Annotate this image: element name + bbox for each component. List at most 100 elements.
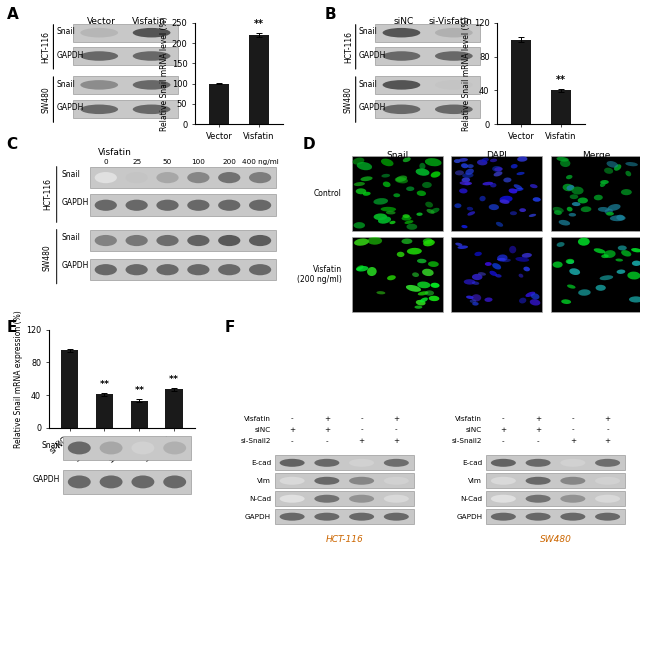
Ellipse shape xyxy=(406,223,417,230)
Text: +: + xyxy=(393,415,399,422)
Ellipse shape xyxy=(599,276,613,280)
Ellipse shape xyxy=(471,295,481,302)
Text: SW480: SW480 xyxy=(540,535,571,544)
Ellipse shape xyxy=(125,172,148,183)
Ellipse shape xyxy=(374,214,387,220)
Bar xyxy=(352,156,443,231)
Text: Merge: Merge xyxy=(582,151,610,159)
Text: Visfatin: Visfatin xyxy=(98,148,131,157)
Text: N-Cad: N-Cad xyxy=(249,496,271,502)
Text: HCT-116: HCT-116 xyxy=(326,535,363,544)
Text: Vector: Vector xyxy=(86,18,116,26)
Ellipse shape xyxy=(361,176,372,181)
Ellipse shape xyxy=(395,177,408,183)
Ellipse shape xyxy=(604,209,613,214)
Text: **: ** xyxy=(169,375,179,384)
Ellipse shape xyxy=(608,204,621,211)
Ellipse shape xyxy=(508,189,517,193)
Ellipse shape xyxy=(462,225,467,229)
Ellipse shape xyxy=(218,264,240,276)
Ellipse shape xyxy=(632,261,641,266)
Bar xyxy=(451,237,543,311)
Text: Snail: Snail xyxy=(386,151,409,159)
Ellipse shape xyxy=(467,212,475,215)
Ellipse shape xyxy=(415,168,430,176)
Ellipse shape xyxy=(558,220,570,225)
Ellipse shape xyxy=(466,296,474,299)
Ellipse shape xyxy=(458,158,468,162)
Ellipse shape xyxy=(187,235,209,246)
Ellipse shape xyxy=(598,207,610,212)
Bar xyxy=(61,350,79,428)
Ellipse shape xyxy=(566,175,573,179)
Ellipse shape xyxy=(218,172,240,183)
Bar xyxy=(551,90,571,124)
Text: -: - xyxy=(571,426,574,433)
Bar xyxy=(64,436,190,460)
Ellipse shape xyxy=(455,170,464,176)
Ellipse shape xyxy=(382,174,390,178)
Ellipse shape xyxy=(510,211,517,215)
Text: +: + xyxy=(604,438,610,444)
Ellipse shape xyxy=(384,513,409,520)
Ellipse shape xyxy=(367,237,382,245)
Ellipse shape xyxy=(157,235,179,246)
Text: Snail: Snail xyxy=(42,441,60,451)
Ellipse shape xyxy=(595,495,620,503)
Ellipse shape xyxy=(218,235,240,246)
Ellipse shape xyxy=(417,212,423,216)
Ellipse shape xyxy=(621,189,632,195)
Ellipse shape xyxy=(519,298,526,304)
Ellipse shape xyxy=(625,171,631,176)
Ellipse shape xyxy=(422,182,432,188)
Ellipse shape xyxy=(556,157,569,161)
Ellipse shape xyxy=(566,259,574,264)
Text: Snail: Snail xyxy=(57,80,75,89)
Ellipse shape xyxy=(81,51,118,61)
Ellipse shape xyxy=(280,513,305,520)
Ellipse shape xyxy=(500,196,513,202)
Ellipse shape xyxy=(133,80,170,89)
Ellipse shape xyxy=(187,200,209,211)
Text: 200: 200 xyxy=(222,159,236,165)
Ellipse shape xyxy=(529,214,536,217)
Text: +: + xyxy=(604,415,610,422)
Ellipse shape xyxy=(517,172,525,175)
Bar xyxy=(551,156,642,231)
Text: F: F xyxy=(224,320,235,335)
Bar xyxy=(73,76,178,94)
Ellipse shape xyxy=(381,207,396,212)
Ellipse shape xyxy=(627,272,640,279)
Ellipse shape xyxy=(514,184,523,189)
Ellipse shape xyxy=(470,299,476,303)
Ellipse shape xyxy=(157,200,179,211)
Ellipse shape xyxy=(484,298,493,302)
Ellipse shape xyxy=(515,257,529,262)
Text: SW480: SW480 xyxy=(43,244,52,271)
Ellipse shape xyxy=(99,441,123,454)
Ellipse shape xyxy=(403,157,411,162)
Ellipse shape xyxy=(472,281,479,285)
Ellipse shape xyxy=(530,184,538,188)
Ellipse shape xyxy=(480,196,486,201)
Ellipse shape xyxy=(572,202,580,206)
Text: -: - xyxy=(606,426,609,433)
Ellipse shape xyxy=(610,215,625,221)
Text: siNC: siNC xyxy=(393,18,413,26)
Ellipse shape xyxy=(616,215,625,221)
Ellipse shape xyxy=(383,80,421,89)
Ellipse shape xyxy=(429,296,439,301)
Text: +: + xyxy=(324,426,330,433)
Ellipse shape xyxy=(315,513,339,520)
Ellipse shape xyxy=(496,222,503,227)
Ellipse shape xyxy=(416,300,426,306)
Bar xyxy=(96,394,113,428)
Ellipse shape xyxy=(425,291,434,296)
Ellipse shape xyxy=(467,207,473,211)
Ellipse shape xyxy=(381,159,393,167)
Ellipse shape xyxy=(435,80,473,89)
Ellipse shape xyxy=(489,271,497,276)
Ellipse shape xyxy=(354,182,365,186)
Text: -: - xyxy=(537,438,540,444)
Bar xyxy=(375,24,480,42)
